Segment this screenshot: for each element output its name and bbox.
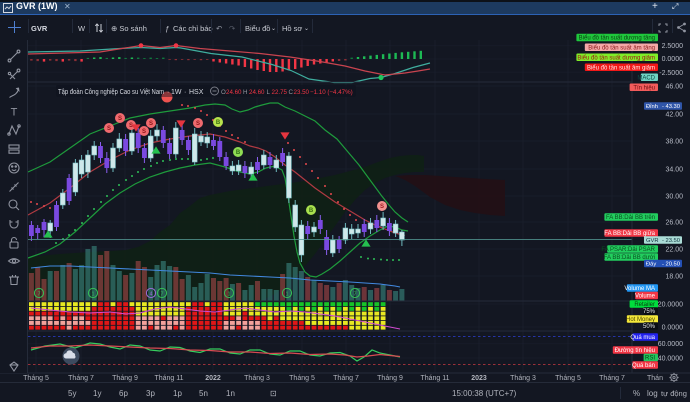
- svg-text:Tháng 3: Tháng 3: [244, 375, 270, 382]
- svg-text:S: S: [196, 121, 200, 127]
- svg-text:S: S: [380, 204, 384, 210]
- svg-text:S: S: [149, 121, 153, 127]
- svg-text:Tháng 11: Tháng 11: [154, 375, 183, 382]
- svg-text:Hot Money: Hot Money: [626, 317, 655, 323]
- svg-text:2023: 2023: [471, 375, 487, 382]
- svg-text:FA BB:Dải BB giữa: FA BB:Dải BB giữa: [604, 231, 655, 237]
- svg-text:C: C: [289, 89, 294, 96]
- svg-text:Đáy: Đáy: [646, 262, 656, 268]
- svg-text:B: B: [236, 150, 241, 156]
- svg-text:B: B: [309, 208, 314, 214]
- svg-text:Thán: Thán: [647, 375, 663, 382]
- svg-text:·: ·: [167, 89, 169, 96]
- svg-text:S: S: [107, 126, 111, 132]
- svg-text:30.00: 30.00: [665, 194, 683, 201]
- svg-text:1W: 1W: [171, 89, 182, 96]
- svg-text:0.0000: 0.0000: [662, 56, 684, 63]
- svg-text:24.60: 24.60: [226, 89, 242, 96]
- svg-text:Tín hiệu: Tín hiệu: [633, 85, 655, 91]
- svg-text:FA BB:Dải BB dưới: FA BB:Dải BB dưới: [604, 255, 655, 261]
- svg-text:Retailer: Retailer: [634, 302, 655, 308]
- svg-text:Tháng 3: Tháng 3: [510, 375, 536, 382]
- svg-text:H: H: [243, 89, 247, 96]
- svg-text:Biểu đồ tần suất dương giảm: Biểu đồ tần suất dương giảm: [577, 54, 655, 61]
- svg-text:Biểu đồ tần suất âm giảm: Biểu đồ tần suất âm giảm: [587, 64, 655, 71]
- svg-text:Tháng 7: Tháng 7: [333, 375, 359, 382]
- svg-text:Tháng 5: Tháng 5: [555, 375, 581, 382]
- svg-text:Tháng 9: Tháng 9: [112, 375, 138, 382]
- svg-text:Đường tín hiệu: Đường tín hiệu: [615, 348, 655, 354]
- svg-text:- 43.30: - 43.30: [662, 104, 680, 110]
- svg-text:Tháng 5: Tháng 5: [289, 375, 315, 382]
- svg-text:S: S: [118, 116, 122, 122]
- svg-text:7: 7: [160, 291, 163, 297]
- svg-text:26.00: 26.00: [665, 220, 683, 227]
- svg-text:1: 1: [91, 291, 94, 297]
- svg-text:T: T: [11, 107, 18, 119]
- svg-text:Tháng 7: Tháng 7: [68, 375, 94, 382]
- svg-text:40.0000: 40.0000: [658, 356, 683, 363]
- svg-text:60.0000: 60.0000: [658, 341, 683, 348]
- svg-text:2.5000: 2.5000: [662, 43, 684, 50]
- svg-text:75%: 75%: [643, 309, 656, 315]
- svg-text:18.00: 18.00: [665, 274, 683, 281]
- svg-text:- 20.50: - 20.50: [662, 262, 680, 268]
- svg-text:−1.10 (−4.47%): −1.10 (−4.47%): [310, 89, 353, 96]
- svg-text:FA BB:Dải BB trên: FA BB:Dải BB trên: [606, 215, 655, 221]
- svg-text:20.0000: 20.0000: [658, 302, 683, 309]
- svg-text:Tập đoàn Công nghiệp Cao su Vi: Tập đoàn Công nghiệp Cao su Việt Nam: [58, 89, 164, 96]
- svg-text:B: B: [216, 120, 221, 126]
- svg-text:Volume MA: Volume MA: [624, 286, 655, 292]
- svg-text:24.60: 24.60: [249, 89, 265, 96]
- svg-text:Đỉnh: Đỉnh: [646, 103, 658, 110]
- svg-text:·: ·: [184, 89, 186, 96]
- svg-text:42.00: 42.00: [665, 112, 683, 119]
- svg-text:7: 7: [37, 291, 40, 297]
- svg-text:Quá mua: Quá mua: [630, 335, 655, 341]
- svg-text:50%: 50%: [643, 324, 656, 330]
- svg-text:FA PSAR:Dải PSAR: FA PSAR:Dải PSAR: [601, 247, 655, 253]
- svg-text:7: 7: [353, 291, 356, 297]
- svg-text:L: L: [267, 89, 271, 96]
- svg-text:S: S: [129, 123, 133, 129]
- svg-text:O: O: [221, 89, 226, 96]
- svg-text:4: 4: [149, 291, 152, 297]
- svg-text:1: 1: [227, 291, 230, 297]
- svg-text:Biểu đồ tần suất dương tăng: Biểu đồ tần suất dương tăng: [579, 35, 655, 42]
- svg-text:22.75: 22.75: [272, 89, 288, 96]
- svg-text:GVR: GVR: [646, 238, 659, 244]
- svg-text:Tháng 7: Tháng 7: [599, 375, 625, 382]
- svg-text:2022: 2022: [205, 375, 221, 382]
- svg-text:Tháng 11: Tháng 11: [420, 375, 449, 382]
- svg-text:22.00: 22.00: [665, 247, 683, 254]
- svg-text:0.0000: 0.0000: [662, 325, 684, 332]
- svg-text:34.00: 34.00: [665, 167, 683, 174]
- svg-text:46.00: 46.00: [665, 84, 683, 91]
- svg-text:Biểu đồ tần suất âm tăng: Biểu đồ tần suất âm tăng: [588, 44, 655, 51]
- svg-text:MACD: MACD: [637, 75, 655, 81]
- svg-text:Tháng 5: Tháng 5: [23, 375, 49, 382]
- svg-text:S: S: [142, 129, 146, 135]
- svg-text:Tháng 9: Tháng 9: [377, 375, 403, 382]
- svg-text:1: 1: [285, 291, 288, 297]
- svg-text:-2.5000: -2.5000: [659, 70, 683, 77]
- svg-text:HSX: HSX: [189, 89, 204, 96]
- svg-text:Volume: Volume: [635, 294, 656, 300]
- svg-text:RSI: RSI: [645, 356, 655, 362]
- svg-text:- 23.50: - 23.50: [662, 238, 680, 244]
- svg-text:23.50: 23.50: [294, 89, 310, 96]
- svg-text:Quá bán: Quá bán: [632, 363, 655, 369]
- svg-text:38.00: 38.00: [665, 139, 683, 146]
